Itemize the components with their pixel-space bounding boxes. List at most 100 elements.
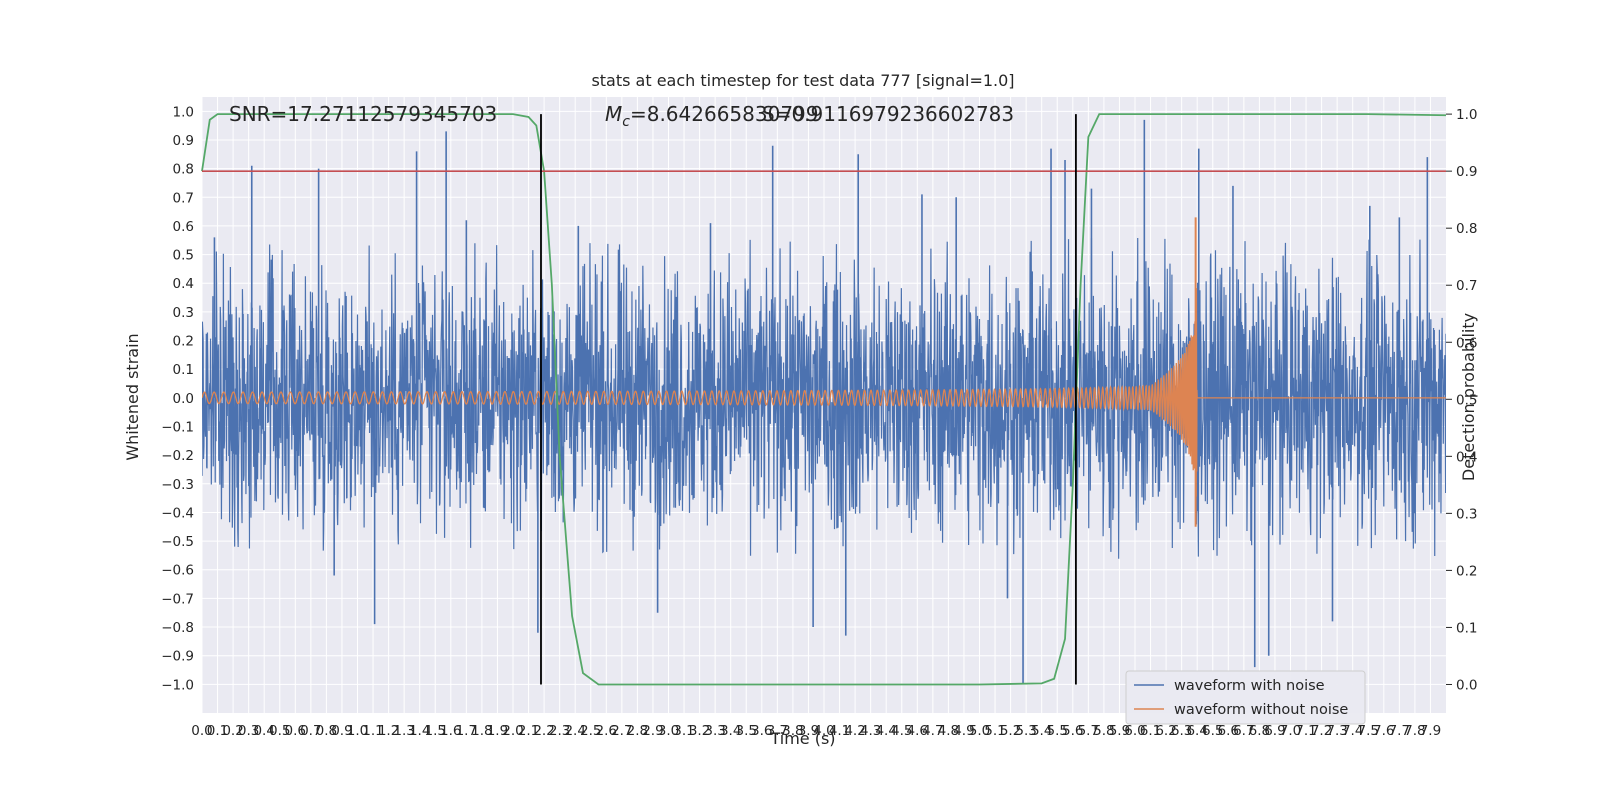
- snr-annotation: SNR=17.27112579345703: [229, 102, 497, 126]
- x-tick-label: 4.7: [922, 723, 943, 739]
- y-tick-label: −1.0: [161, 677, 194, 693]
- x-tick-label: 7.2: [1311, 723, 1332, 739]
- x-tick-label: 3.0: [658, 723, 679, 739]
- x-tick-label: 2.9: [642, 723, 663, 739]
- y-tick-label: 0.3: [173, 305, 194, 321]
- x-tick-label: 2.4: [564, 723, 585, 739]
- x-tick-label: 4.2: [844, 723, 865, 739]
- x-tick-label: 2.5: [580, 723, 601, 739]
- x-tick-label: 0.1: [207, 723, 228, 739]
- x-tick-label: 5.3: [1015, 723, 1036, 739]
- x-tick-label: 1.8: [471, 723, 492, 739]
- x-tick-label: 4.1: [829, 723, 850, 739]
- y-tick-label: −0.9: [161, 649, 194, 665]
- y-tick-label: −0.4: [161, 505, 194, 521]
- x-tick-label: 6.3: [1171, 723, 1192, 739]
- y-tick-label: 0.1: [173, 362, 194, 378]
- x-tick-label: 5.6: [1062, 723, 1083, 739]
- chart-title: stats at each timestep for test data 777…: [591, 71, 1014, 90]
- x-tick-label: 5.1: [984, 723, 1005, 739]
- series-waveform-without-noise: [202, 217, 1446, 527]
- x-tick-label: 2.2: [533, 723, 554, 739]
- y2-tick-label: 0.7: [1456, 278, 1477, 294]
- y-tick-label: −0.8: [161, 620, 194, 636]
- chirp-mass-subscript: c: [622, 114, 630, 130]
- x-tick-label: 7.9: [1420, 723, 1441, 739]
- x-tick-label: 3.7: [767, 723, 788, 739]
- x-tick-label: 5.2: [1000, 723, 1021, 739]
- x-tick-label: 1.0: [347, 723, 368, 739]
- x-tick-label: 2.7: [611, 723, 632, 739]
- x-tick-label: 3.6: [751, 723, 772, 739]
- x-tick-label: 7.5: [1358, 723, 1379, 739]
- x-tick-label: 0.7: [300, 723, 321, 739]
- x-tick-label: 3.3: [704, 723, 725, 739]
- x-tick-label: 1.5: [425, 723, 446, 739]
- detection-probability-line: [201, 113, 1447, 686]
- x-tick-label: 0.3: [238, 723, 259, 739]
- legend-label-noise: waveform with noise: [1174, 678, 1325, 694]
- y2-tick-label: 0.4: [1456, 449, 1477, 465]
- x-tick-label: 2.1: [518, 723, 539, 739]
- x-tick-label: 7.3: [1326, 723, 1347, 739]
- x-tick-label: 3.2: [689, 723, 710, 739]
- y-tick-label: 0.8: [173, 162, 194, 178]
- x-tick-label: 5.5: [1047, 723, 1068, 739]
- x-tick-label: 1.9: [487, 723, 508, 739]
- x-tick-label: 3.4: [720, 723, 741, 739]
- y2-tick-label: 0.6: [1456, 335, 1477, 351]
- series-waveform-with-noise: [202, 119, 1446, 685]
- x-tick-label: 2.8: [627, 723, 648, 739]
- y-tick-label: −0.6: [161, 563, 194, 579]
- series-detection-probability: [201, 113, 1447, 686]
- x-tick-label: 6.9: [1264, 723, 1285, 739]
- x-tick-label: 2.6: [596, 723, 617, 739]
- x-tick-label: 1.1: [362, 723, 383, 739]
- x-tick-label: 5.7: [1078, 723, 1099, 739]
- x-tick-label: 6.8: [1249, 723, 1270, 739]
- y2-axis-label: Detection probability: [1459, 313, 1478, 481]
- x-axis-ticks: 0.00.10.20.30.40.50.60.70.80.91.01.11.21…: [191, 723, 1441, 739]
- y-tick-label: 0.6: [173, 219, 194, 235]
- chirp-mass-value: =8.642665830799: [630, 102, 819, 126]
- y-tick-label: 0.4: [173, 276, 194, 292]
- x-tick-label: 2.0: [502, 723, 523, 739]
- x-tick-label: 0.0: [191, 723, 212, 739]
- x-tick-label: 0.8: [316, 723, 337, 739]
- chirp-mass-annotation: Mc=8.642665830799: [605, 102, 819, 130]
- x-tick-label: 0.4: [253, 723, 274, 739]
- y2-tick-label: 0.9: [1456, 164, 1477, 180]
- detection-vertical-lines: [540, 114, 1077, 685]
- x-tick-label: 0.9: [331, 723, 352, 739]
- x-tick-label: 1.3: [393, 723, 414, 739]
- x-tick-label: 5.8: [1093, 723, 1114, 739]
- x-tick-label: 6.0: [1124, 723, 1145, 739]
- x-tick-label: 2.3: [549, 723, 570, 739]
- y2-tick-label: 0.2: [1456, 563, 1477, 579]
- y-tick-label: −0.2: [161, 448, 194, 464]
- x-tick-label: 0.2: [222, 723, 243, 739]
- noise-waveform-line: [202, 238, 1446, 559]
- y-tick-label: −0.1: [161, 419, 194, 435]
- legend: waveform with noise waveform without noi…: [1125, 670, 1366, 725]
- y2-tick-label: 0.1: [1456, 620, 1477, 636]
- y-tick-label: 0.9: [173, 133, 194, 149]
- y-axis-ticks: −1.0 −0.9 −0.8 −0.7 −0.6 −0.5 −0.4 −0.3 −0.2 −0.1…: [161, 104, 194, 693]
- y2-tick-label: 0.3: [1456, 506, 1477, 522]
- y-tick-label: 0.0: [173, 391, 194, 407]
- x-tick-label: 4.5: [891, 723, 912, 739]
- x-tick-label: 5.0: [969, 723, 990, 739]
- x-tick-label: 1.7: [456, 723, 477, 739]
- y2-tick-label: 0.0: [1456, 677, 1477, 693]
- x-tick-label: 6.5: [1202, 723, 1223, 739]
- x-tick-label: 4.0: [813, 723, 834, 739]
- y-tick-label: −0.7: [161, 591, 194, 607]
- y2-tick-label: 0.8: [1456, 221, 1477, 237]
- y2-tick-label: 1.0: [1456, 107, 1477, 123]
- x-tick-label: 5.4: [1031, 723, 1052, 739]
- x-tick-label: 4.8: [938, 723, 959, 739]
- x-tick-label: 5.9: [1109, 723, 1130, 739]
- x-tick-label: 4.4: [875, 723, 896, 739]
- x-tick-label: 7.4: [1342, 723, 1363, 739]
